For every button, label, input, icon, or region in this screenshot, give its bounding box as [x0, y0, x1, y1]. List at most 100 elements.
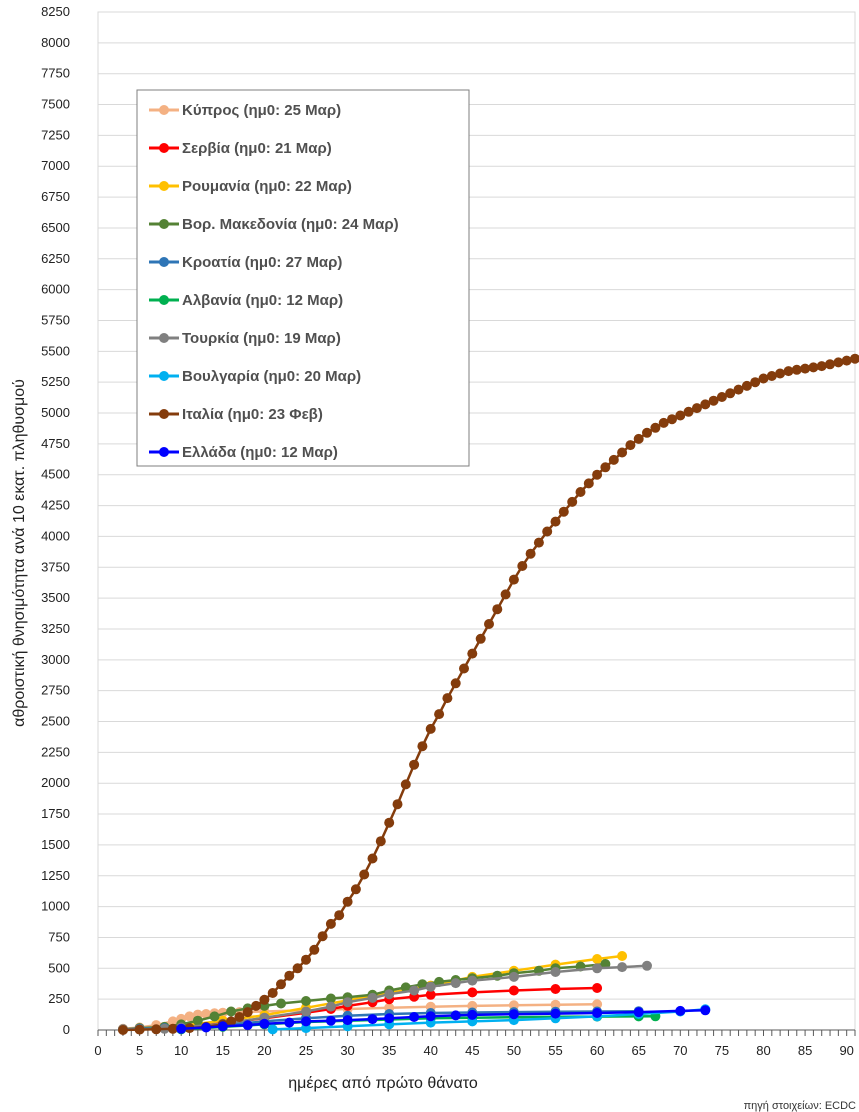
data-point	[617, 962, 628, 973]
data-point	[259, 994, 270, 1005]
data-point	[550, 516, 561, 527]
data-point	[542, 526, 553, 537]
data-point	[508, 971, 519, 982]
y-tick-label: 2750	[41, 683, 70, 698]
data-point	[716, 392, 727, 402]
y-tick-label: 7750	[41, 66, 70, 81]
data-point	[292, 963, 303, 974]
x-tick-label: 65	[631, 1043, 645, 1058]
data-point	[633, 433, 644, 444]
data-point	[592, 469, 603, 480]
data-point	[284, 970, 295, 981]
data-point	[392, 799, 403, 810]
legend-swatch-marker	[159, 181, 169, 191]
data-point	[234, 1012, 245, 1022]
series-3	[118, 959, 611, 1035]
y-tick-label: 6250	[41, 251, 70, 266]
data-point	[367, 1014, 378, 1025]
y-tick-label: 6000	[41, 282, 70, 297]
x-tick-label: 50	[507, 1043, 521, 1058]
y-tick-label: 3250	[41, 621, 70, 636]
data-point	[808, 362, 819, 373]
x-tick-label: 0	[94, 1043, 101, 1058]
data-point	[500, 589, 511, 600]
data-point	[725, 388, 736, 399]
y-tick-label: 0	[63, 1022, 70, 1037]
data-point	[550, 967, 561, 977]
data-point	[301, 1016, 311, 1027]
data-point	[325, 1001, 336, 1012]
y-tick-label: 7500	[41, 97, 70, 112]
legend-entry: Ελλάδα (ημ0: 12 Μαρ)	[149, 444, 338, 461]
data-point	[384, 989, 395, 1000]
legend-swatch-marker	[159, 219, 169, 229]
y-tick-label: 500	[48, 960, 70, 975]
data-point	[617, 951, 628, 961]
x-tick-label: 60	[590, 1043, 604, 1058]
data-point	[209, 1011, 220, 1022]
data-point	[384, 817, 395, 828]
legend-label: Ρουμανία (ημ0: 22 Μαρ)	[182, 178, 352, 195]
y-tick-label: 1750	[41, 806, 70, 821]
y-tick-label: 5750	[41, 312, 70, 327]
data-point	[525, 548, 536, 559]
data-point	[750, 377, 761, 388]
data-point	[167, 1023, 178, 1034]
data-point	[409, 759, 420, 770]
grid-lines	[97, 11, 856, 1031]
x-tick-label: 90	[839, 1043, 853, 1058]
data-point	[691, 403, 702, 414]
y-tick-label: 250	[48, 991, 70, 1006]
data-point	[350, 884, 361, 895]
x-tick-label: 15	[216, 1043, 230, 1058]
data-point	[276, 998, 286, 1009]
legend-label: Κύπρος (ημ0: 25 Μαρ)	[182, 102, 341, 119]
data-point	[334, 910, 345, 921]
data-point	[450, 978, 461, 989]
data-point	[467, 648, 478, 659]
series-lines	[118, 353, 859, 1035]
x-tick-label: 40	[424, 1043, 438, 1058]
y-tick-label: 7250	[41, 127, 70, 142]
data-point	[267, 988, 278, 998]
data-point	[617, 447, 628, 458]
data-point	[467, 987, 478, 998]
legend-swatch-marker	[159, 409, 169, 419]
data-point	[409, 985, 420, 996]
legend-box	[136, 89, 470, 467]
x-axis-title: ημέρες από πρώτο θάνατο	[288, 1075, 478, 1092]
data-point	[791, 364, 802, 375]
data-point	[325, 918, 336, 929]
y-tick-label: 6500	[41, 220, 70, 235]
legend-label: Τουρκία (ημ0: 19 Μαρ)	[182, 330, 341, 347]
legend-label: Σερβία (ημ0: 21 Μαρ)	[182, 140, 332, 157]
data-point	[325, 1015, 336, 1026]
series-8	[118, 353, 859, 1035]
data-point	[367, 992, 378, 1003]
data-point	[583, 478, 594, 489]
legend-label: Ελλάδα (ημ0: 12 Μαρ)	[182, 444, 338, 461]
data-point	[259, 1018, 270, 1029]
data-point	[700, 1005, 711, 1016]
data-point	[708, 395, 719, 406]
data-point	[517, 561, 528, 571]
data-point	[841, 355, 852, 366]
data-point	[558, 506, 569, 517]
y-tick-label: 4250	[41, 498, 70, 513]
data-point	[800, 363, 811, 374]
data-point	[434, 709, 445, 720]
data-point	[384, 1013, 395, 1024]
data-point	[766, 371, 777, 381]
data-point	[201, 1009, 212, 1019]
y-tick-label: 750	[48, 929, 70, 944]
legend-swatch-marker	[159, 257, 169, 267]
x-tick-label: 75	[715, 1043, 729, 1058]
data-point	[301, 996, 311, 1006]
legend: Κύπρος (ημ0: 25 Μαρ) Σερβία (ημ0: 21 Μαρ)…	[136, 89, 470, 467]
y-tick-label: 1500	[41, 837, 70, 852]
y-tick-label: 1000	[41, 899, 70, 914]
data-point	[550, 1008, 561, 1019]
legend-entry: Κύπρος (ημ0: 25 Μαρ)	[149, 102, 341, 119]
data-point	[600, 462, 611, 473]
